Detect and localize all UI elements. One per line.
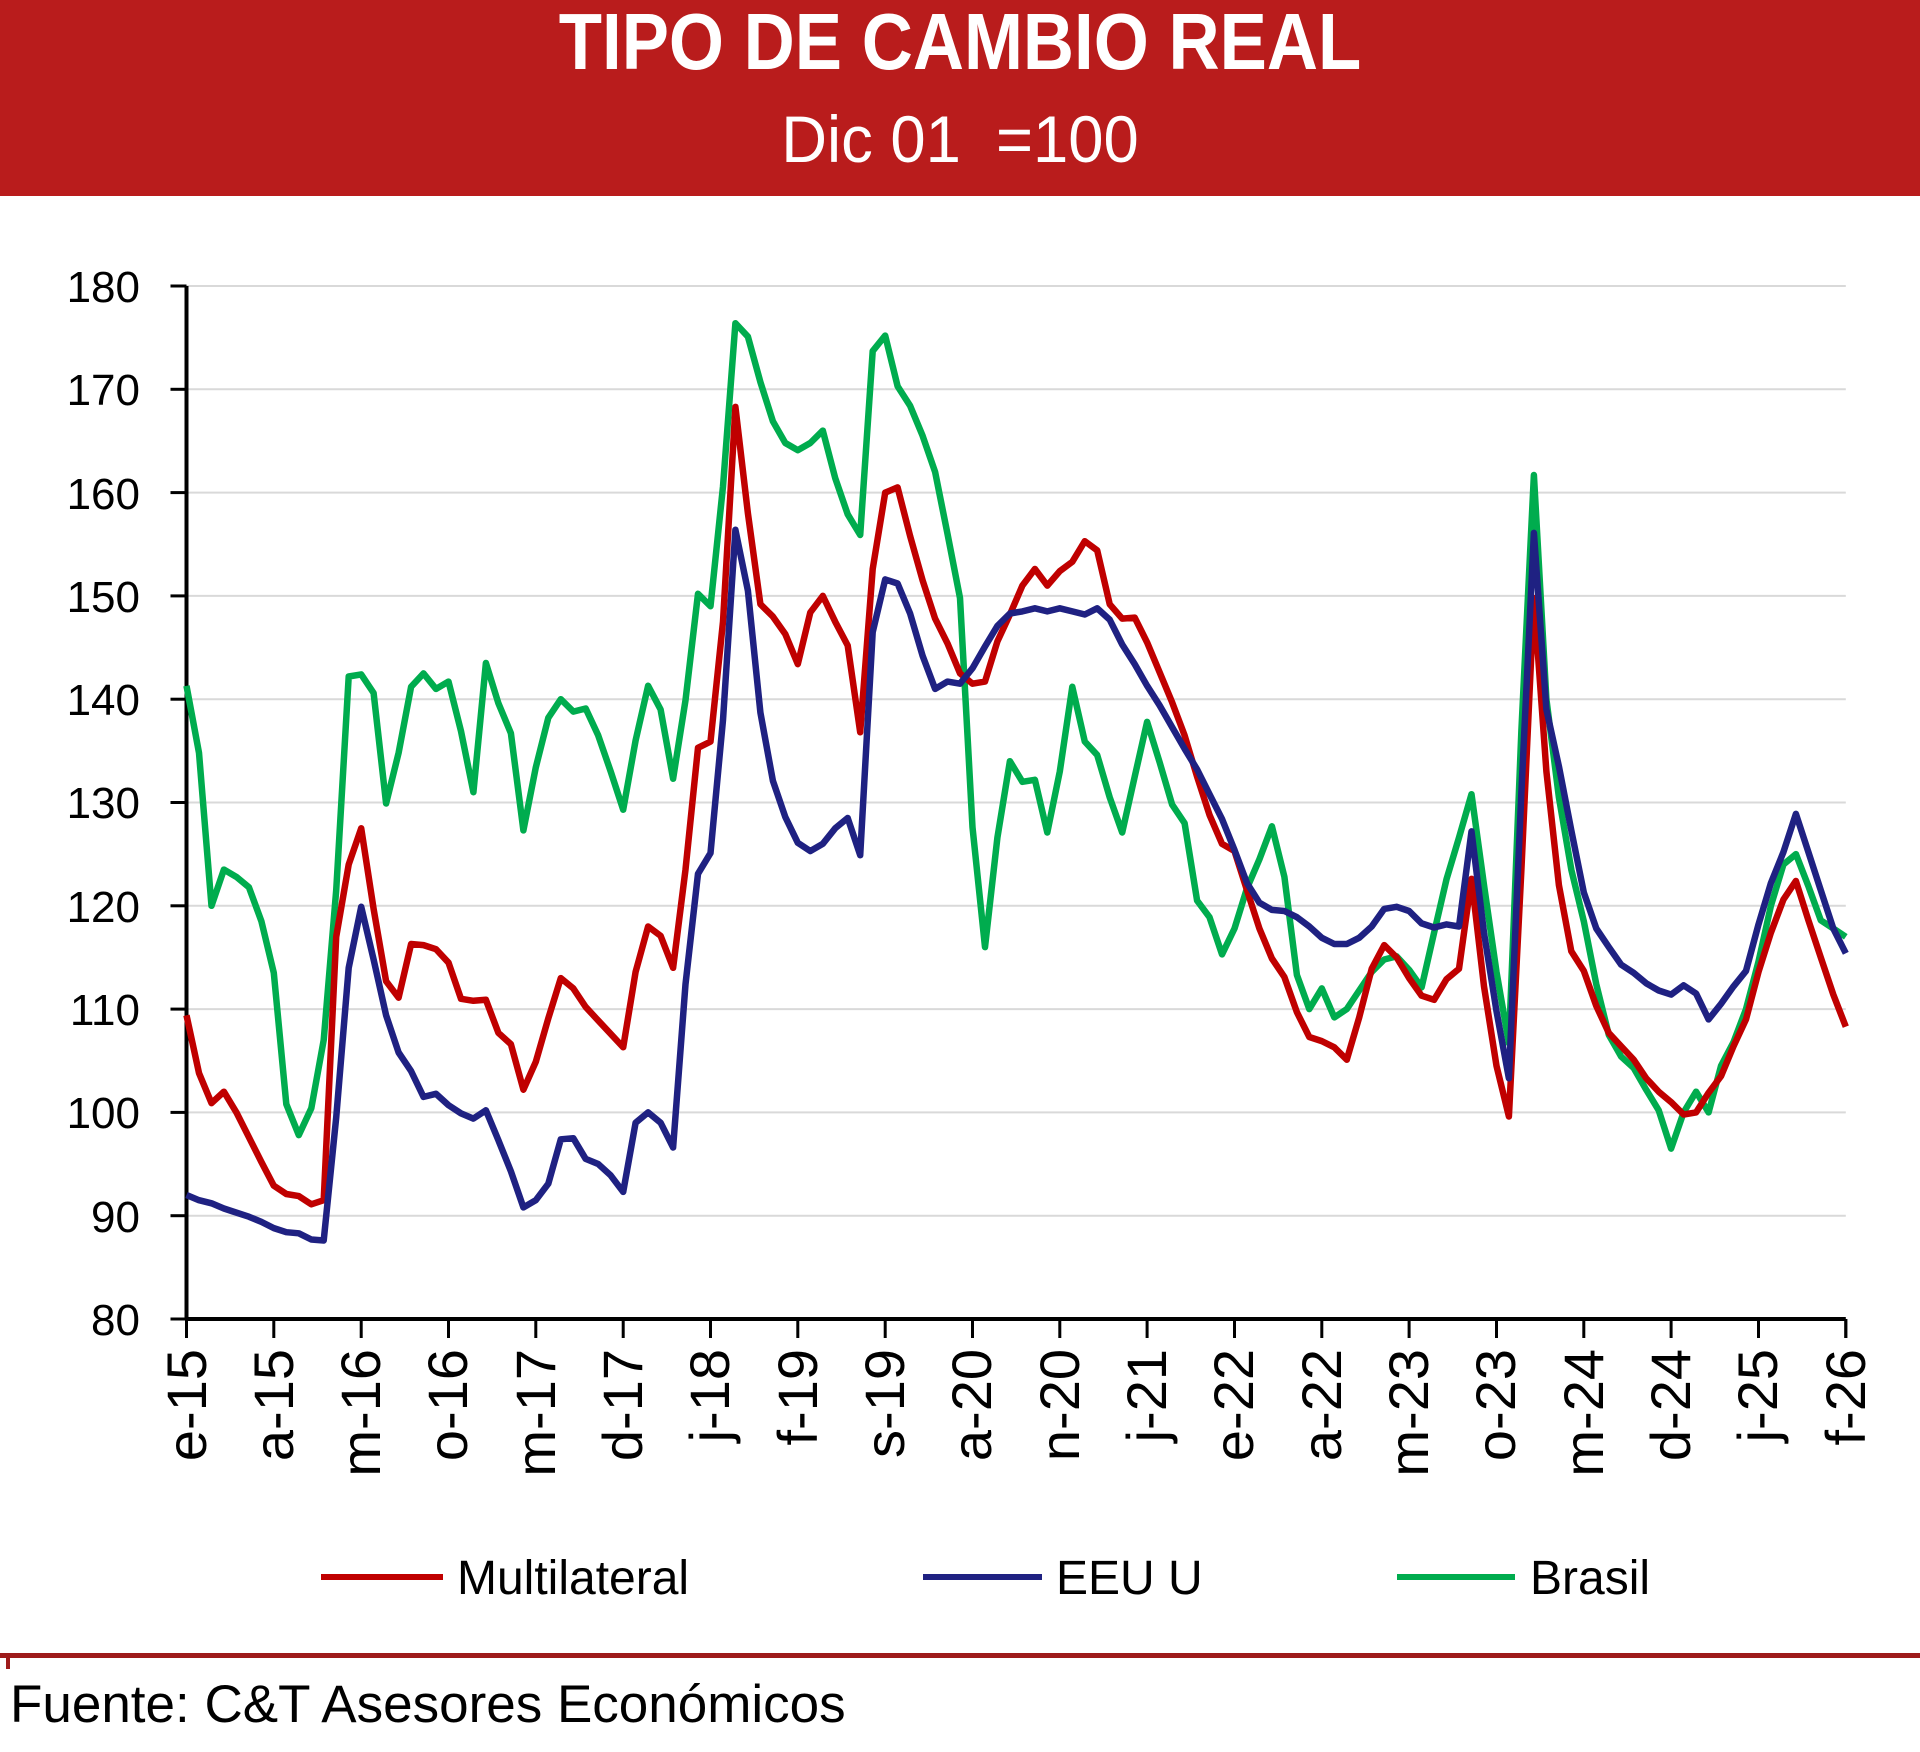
- svg-text:100: 100: [67, 1089, 140, 1138]
- svg-text:o-16: o-16: [416, 1349, 479, 1461]
- svg-text:d-24: d-24: [1639, 1349, 1702, 1461]
- svg-text:80: 80: [91, 1296, 140, 1345]
- svg-text:o-23: o-23: [1464, 1349, 1527, 1461]
- svg-text:170: 170: [67, 366, 140, 415]
- svg-text:j-25: j-25: [1726, 1349, 1789, 1444]
- svg-text:m-16: m-16: [329, 1349, 392, 1477]
- svg-text:90: 90: [91, 1193, 140, 1242]
- svg-text:j-21: j-21: [1115, 1349, 1178, 1444]
- svg-text:EEU U: EEU U: [1056, 1552, 1203, 1605]
- svg-text:150: 150: [67, 573, 140, 622]
- svg-text:e-15: e-15: [155, 1349, 218, 1461]
- svg-text:m-17: m-17: [504, 1349, 567, 1477]
- svg-text:160: 160: [67, 470, 140, 519]
- svg-text:Brasil: Brasil: [1530, 1552, 1650, 1605]
- svg-text:a-20: a-20: [940, 1349, 1003, 1461]
- svg-text:m-23: m-23: [1377, 1349, 1440, 1477]
- svg-text:a-15: a-15: [242, 1349, 305, 1461]
- svg-text:a-22: a-22: [1290, 1349, 1353, 1461]
- svg-text:180: 180: [67, 263, 140, 312]
- svg-text:130: 130: [67, 779, 140, 828]
- svg-text:f-26: f-26: [1814, 1349, 1877, 1446]
- svg-text:f-19: f-19: [766, 1349, 829, 1446]
- svg-text:m-24: m-24: [1552, 1349, 1615, 1477]
- svg-text:e-22: e-22: [1202, 1349, 1265, 1461]
- svg-text:140: 140: [67, 676, 140, 725]
- svg-text:j-18: j-18: [678, 1349, 741, 1444]
- svg-text:Multilateral: Multilateral: [457, 1552, 689, 1605]
- svg-text:n-20: n-20: [1028, 1349, 1091, 1461]
- svg-text:d-17: d-17: [591, 1349, 654, 1461]
- svg-text:s-19: s-19: [853, 1349, 916, 1458]
- svg-text:120: 120: [67, 883, 140, 932]
- svg-text:110: 110: [70, 986, 140, 1035]
